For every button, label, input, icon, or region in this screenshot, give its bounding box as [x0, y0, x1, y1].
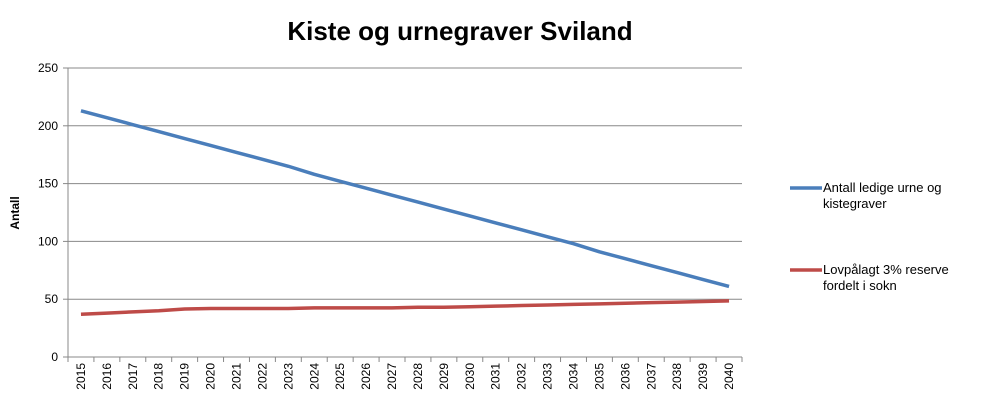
line-series: [80, 299, 730, 316]
x-tick-label: 2038: [670, 363, 684, 390]
x-tick-label: 2026: [359, 363, 373, 390]
legend-label: Lovpålagt 3% reserve fordelt i sokn: [823, 262, 949, 293]
x-tick-label: 2027: [385, 363, 399, 390]
x-tick-label: 2029: [437, 363, 451, 390]
y-tick-label: 0: [51, 350, 58, 364]
x-tick-label: 2030: [463, 363, 477, 390]
x-tick-label: 2018: [152, 363, 166, 390]
y-tick-label: 50: [45, 292, 59, 306]
y-tick-label: 200: [38, 119, 58, 133]
y-tick-label: 250: [38, 61, 58, 75]
x-tick-label: 2032: [515, 363, 529, 390]
x-tick-label: 2024: [307, 363, 321, 390]
x-tick-label: 2039: [696, 363, 710, 390]
x-tick-label: 2022: [255, 363, 269, 390]
x-tick-label: 2034: [567, 363, 581, 390]
y-tick-label: 150: [38, 177, 58, 191]
legend-label: Antall ledige urne og kistegraver: [823, 180, 942, 211]
x-tick-label: 2028: [411, 363, 425, 390]
x-tick-label: 2021: [230, 363, 244, 390]
y-tick-label: 100: [38, 234, 58, 248]
x-tick-label: 2036: [618, 363, 632, 390]
x-tick-label: 2025: [333, 363, 347, 390]
y-axis-label: Antall: [8, 196, 22, 229]
x-tick-label: 2031: [489, 363, 503, 390]
x-tick-label: 2033: [541, 363, 555, 390]
x-tick-label: 2017: [126, 363, 140, 390]
x-tick-label: 2019: [178, 363, 192, 390]
x-tick-label: 2023: [281, 363, 295, 390]
x-tick-label: 2016: [100, 363, 114, 390]
x-tick-label: 2015: [74, 363, 88, 390]
line-series: [80, 109, 730, 289]
x-tick-label: 2040: [722, 363, 736, 390]
x-tick-label: 2035: [592, 363, 606, 390]
x-tick-label: 2037: [644, 363, 658, 390]
x-tick-label: 2020: [204, 363, 218, 390]
chart-title: Kiste og urnegraver Sviland: [287, 16, 632, 46]
